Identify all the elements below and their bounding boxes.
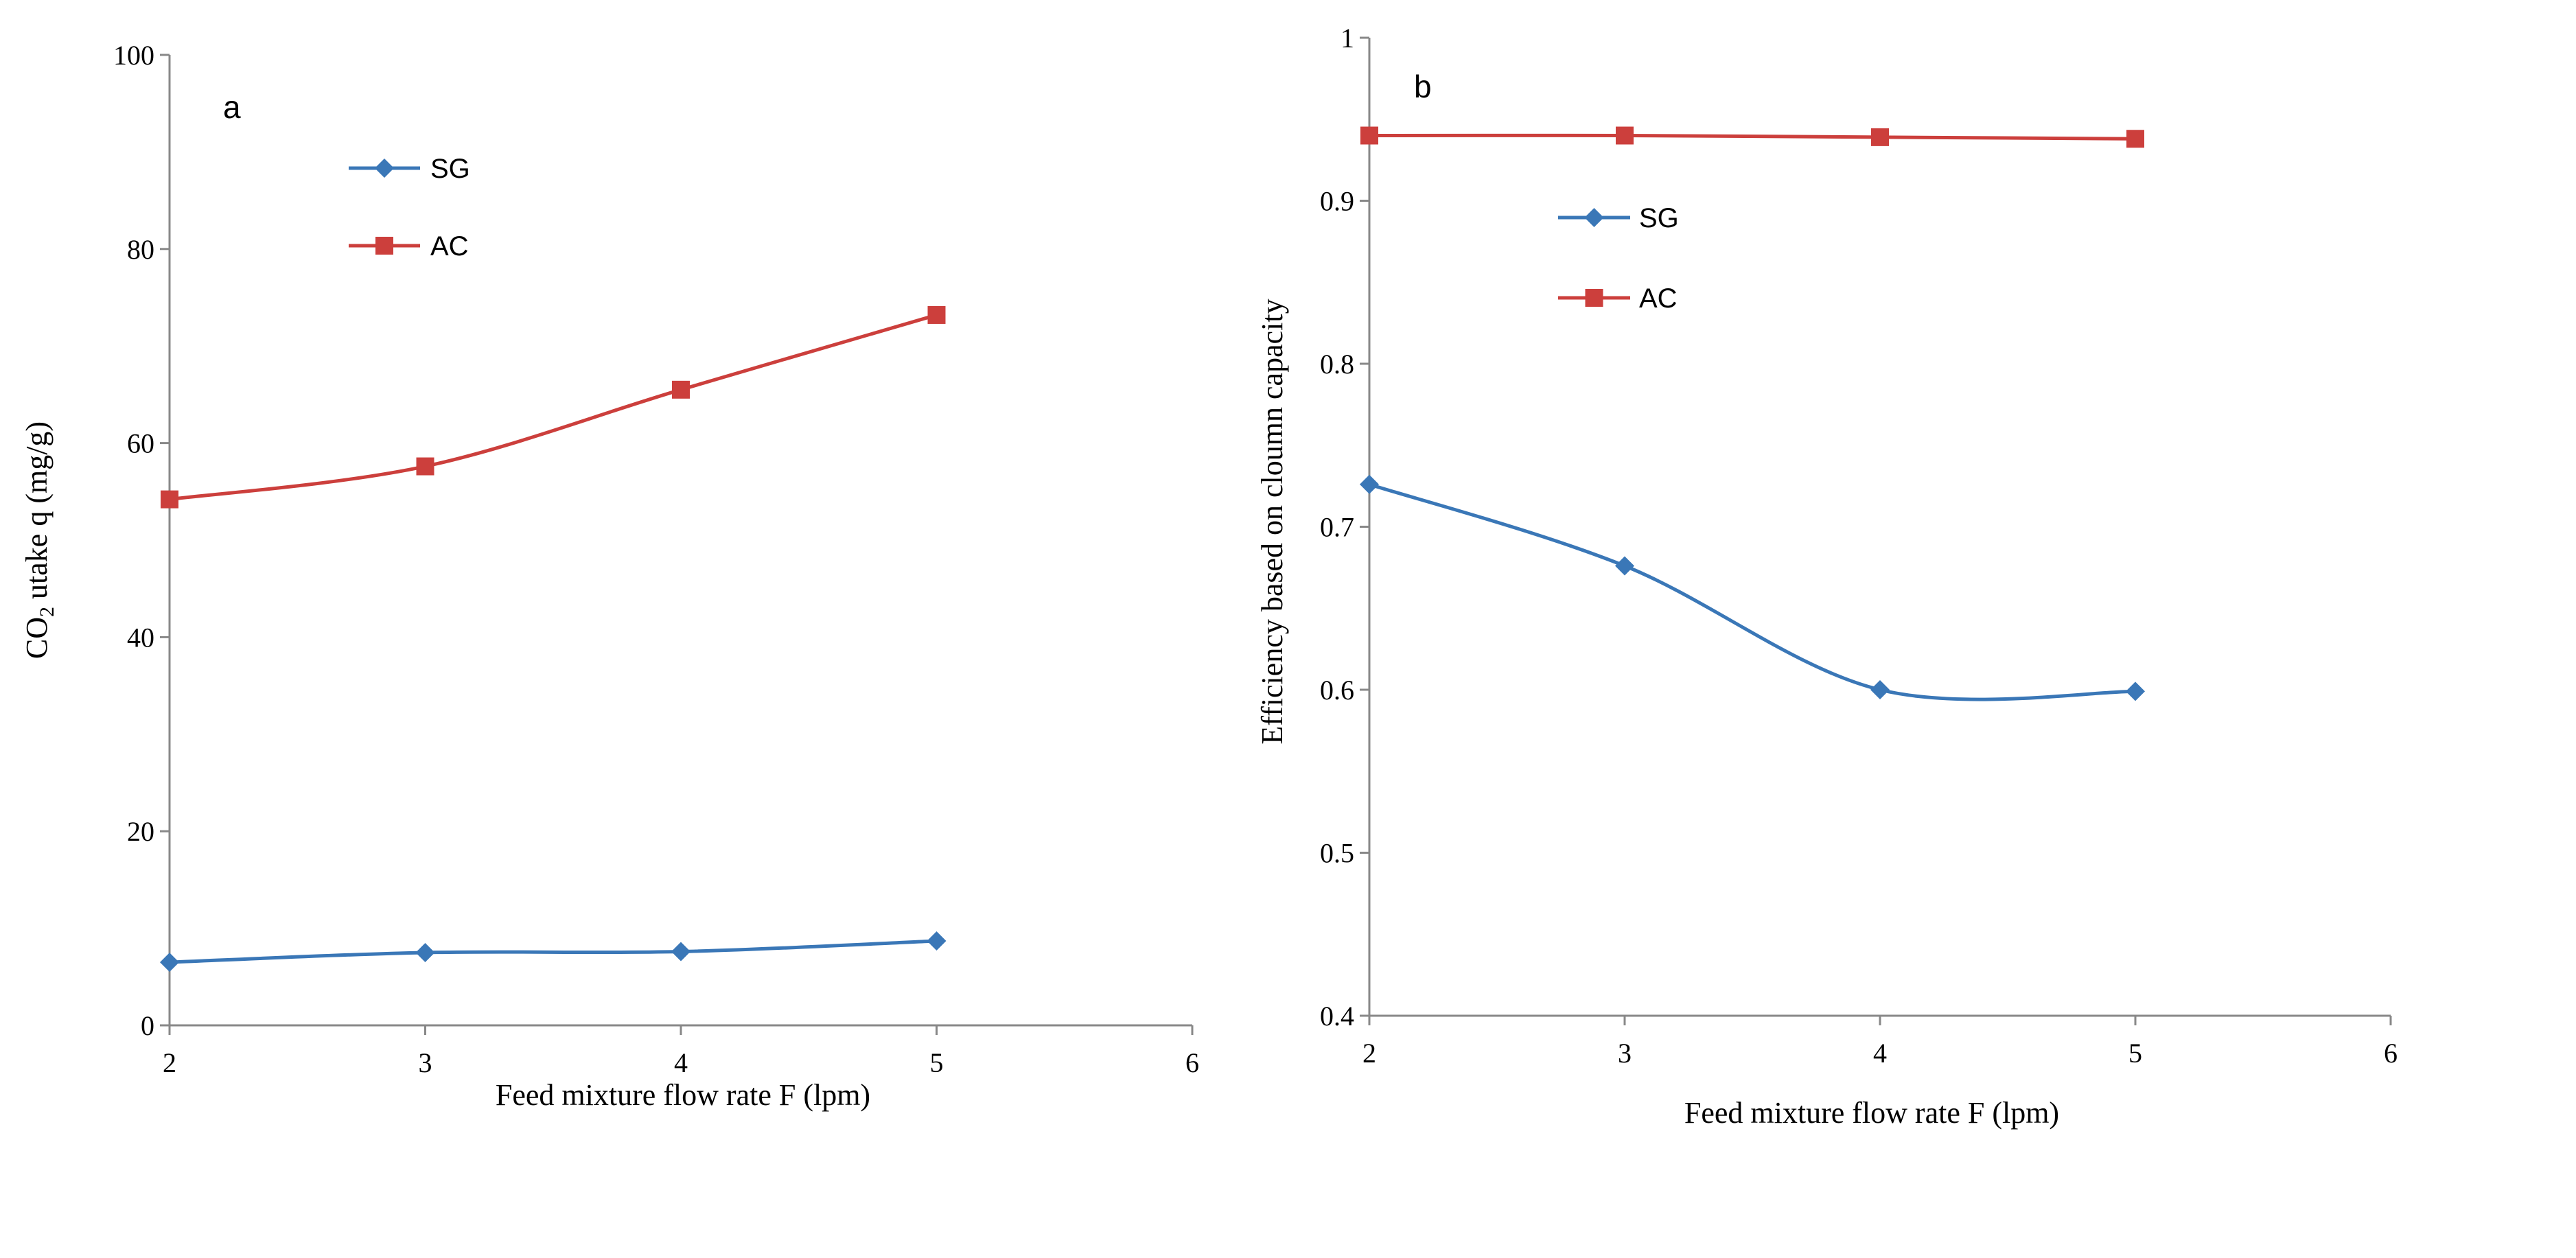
y-tick-label-b: 0.8: [1320, 349, 1354, 380]
x-tick-label-b: 3: [1618, 1038, 1632, 1069]
x-tick-label-b: 6: [2384, 1038, 2398, 1069]
x-tick-label-a: 6: [1185, 1047, 1199, 1078]
data-point-ac-a: [161, 490, 178, 509]
y-axis-title-b: Efficiency based on cloumn capacity: [1255, 299, 1289, 744]
legend-label-sg-a: SG: [430, 154, 470, 184]
y-axis-title-prefix: CO: [20, 617, 54, 659]
legend-marker-sg-b: [1584, 208, 1604, 227]
legend-label-ac-b: AC: [1639, 283, 1678, 314]
series-line-ac-b: [1369, 133, 2136, 141]
y-tick-label-a: 100: [113, 40, 154, 71]
y-tick-label-a: 80: [127, 234, 154, 265]
data-point-ac-b: [2126, 130, 2144, 148]
chart-panel-b: 0.4 0.5 0.6 0.7 0.8 0.9 1 2 3 4 5 6 Feed mixture flo…: [1255, 23, 2398, 1130]
x-tick-label-b: 4: [1873, 1038, 1887, 1069]
data-point-sg-b: [1870, 680, 1890, 699]
data-point-sg-b: [1615, 556, 1634, 576]
y-tick-label-a: 40: [127, 622, 154, 653]
data-point-ac-a: [416, 457, 434, 476]
legend-label-ac-a: AC: [430, 231, 469, 261]
y-axis-title-subscript: 2: [36, 607, 58, 617]
data-point-sg-a: [927, 931, 947, 951]
x-tick-label-a: 5: [930, 1047, 944, 1078]
y-tick-label-b: 0.9: [1320, 186, 1354, 217]
x-tick-label-a: 3: [419, 1047, 432, 1078]
data-point-sg-b: [1360, 474, 1379, 494]
y-tick-label-b: 0.5: [1320, 838, 1354, 869]
data-point-ac-b: [1360, 126, 1378, 145]
y-tick-label-b: 0.6: [1320, 675, 1354, 706]
x-axis-title-a: Feed mixture flow rate F (lpm): [496, 1078, 870, 1112]
y-tick-label-a: 20: [127, 816, 154, 847]
x-axis-title-b: Feed mixture flow rate F (lpm): [1684, 1096, 2059, 1130]
data-point-ac-b: [1616, 126, 1634, 145]
y-tick-label-a: 60: [127, 428, 154, 459]
legend-label-sg-b: SG: [1639, 203, 1679, 233]
y-tick-label-a: 0: [141, 1010, 154, 1041]
legend-marker-ac-a: [375, 237, 393, 255]
y-tick-label-b: 0.4: [1320, 1001, 1354, 1032]
legend-marker-ac-b: [1585, 289, 1603, 307]
series-line-ac-a: [169, 313, 938, 502]
y-tick-label-b: 1: [1341, 23, 1354, 54]
data-point-sg-b: [2126, 682, 2145, 701]
y-axis-title-a: CO2 utake q (mg/g): [20, 421, 58, 659]
chart-panel-a: 0 20 40 60 80 100 2 3 4 5 6 Feed mixture flow rate …: [20, 40, 1199, 1112]
x-tick-label-a: 2: [163, 1047, 176, 1078]
x-tick-label-a: 4: [674, 1047, 688, 1078]
legend-marker-sg-a: [375, 159, 394, 178]
data-point-ac-b: [1871, 128, 1889, 146]
panel-letter-b: b: [1414, 69, 1432, 104]
data-point-ac-a: [927, 305, 946, 324]
panel-letter-a: a: [223, 89, 241, 125]
series-line-sg-a: [169, 939, 937, 964]
y-axis-title-suffix: utake q (mg/g): [20, 421, 54, 607]
data-point-sg-a: [415, 942, 435, 962]
series-line-sg-b: [1369, 482, 2136, 701]
y-tick-label-b: 0.7: [1320, 512, 1354, 543]
x-tick-label-b: 2: [1362, 1038, 1376, 1069]
data-point-ac-a: [672, 380, 690, 399]
data-point-sg-a: [160, 953, 179, 972]
x-tick-label-b: 5: [2128, 1038, 2142, 1069]
data-point-sg-a: [671, 942, 691, 962]
